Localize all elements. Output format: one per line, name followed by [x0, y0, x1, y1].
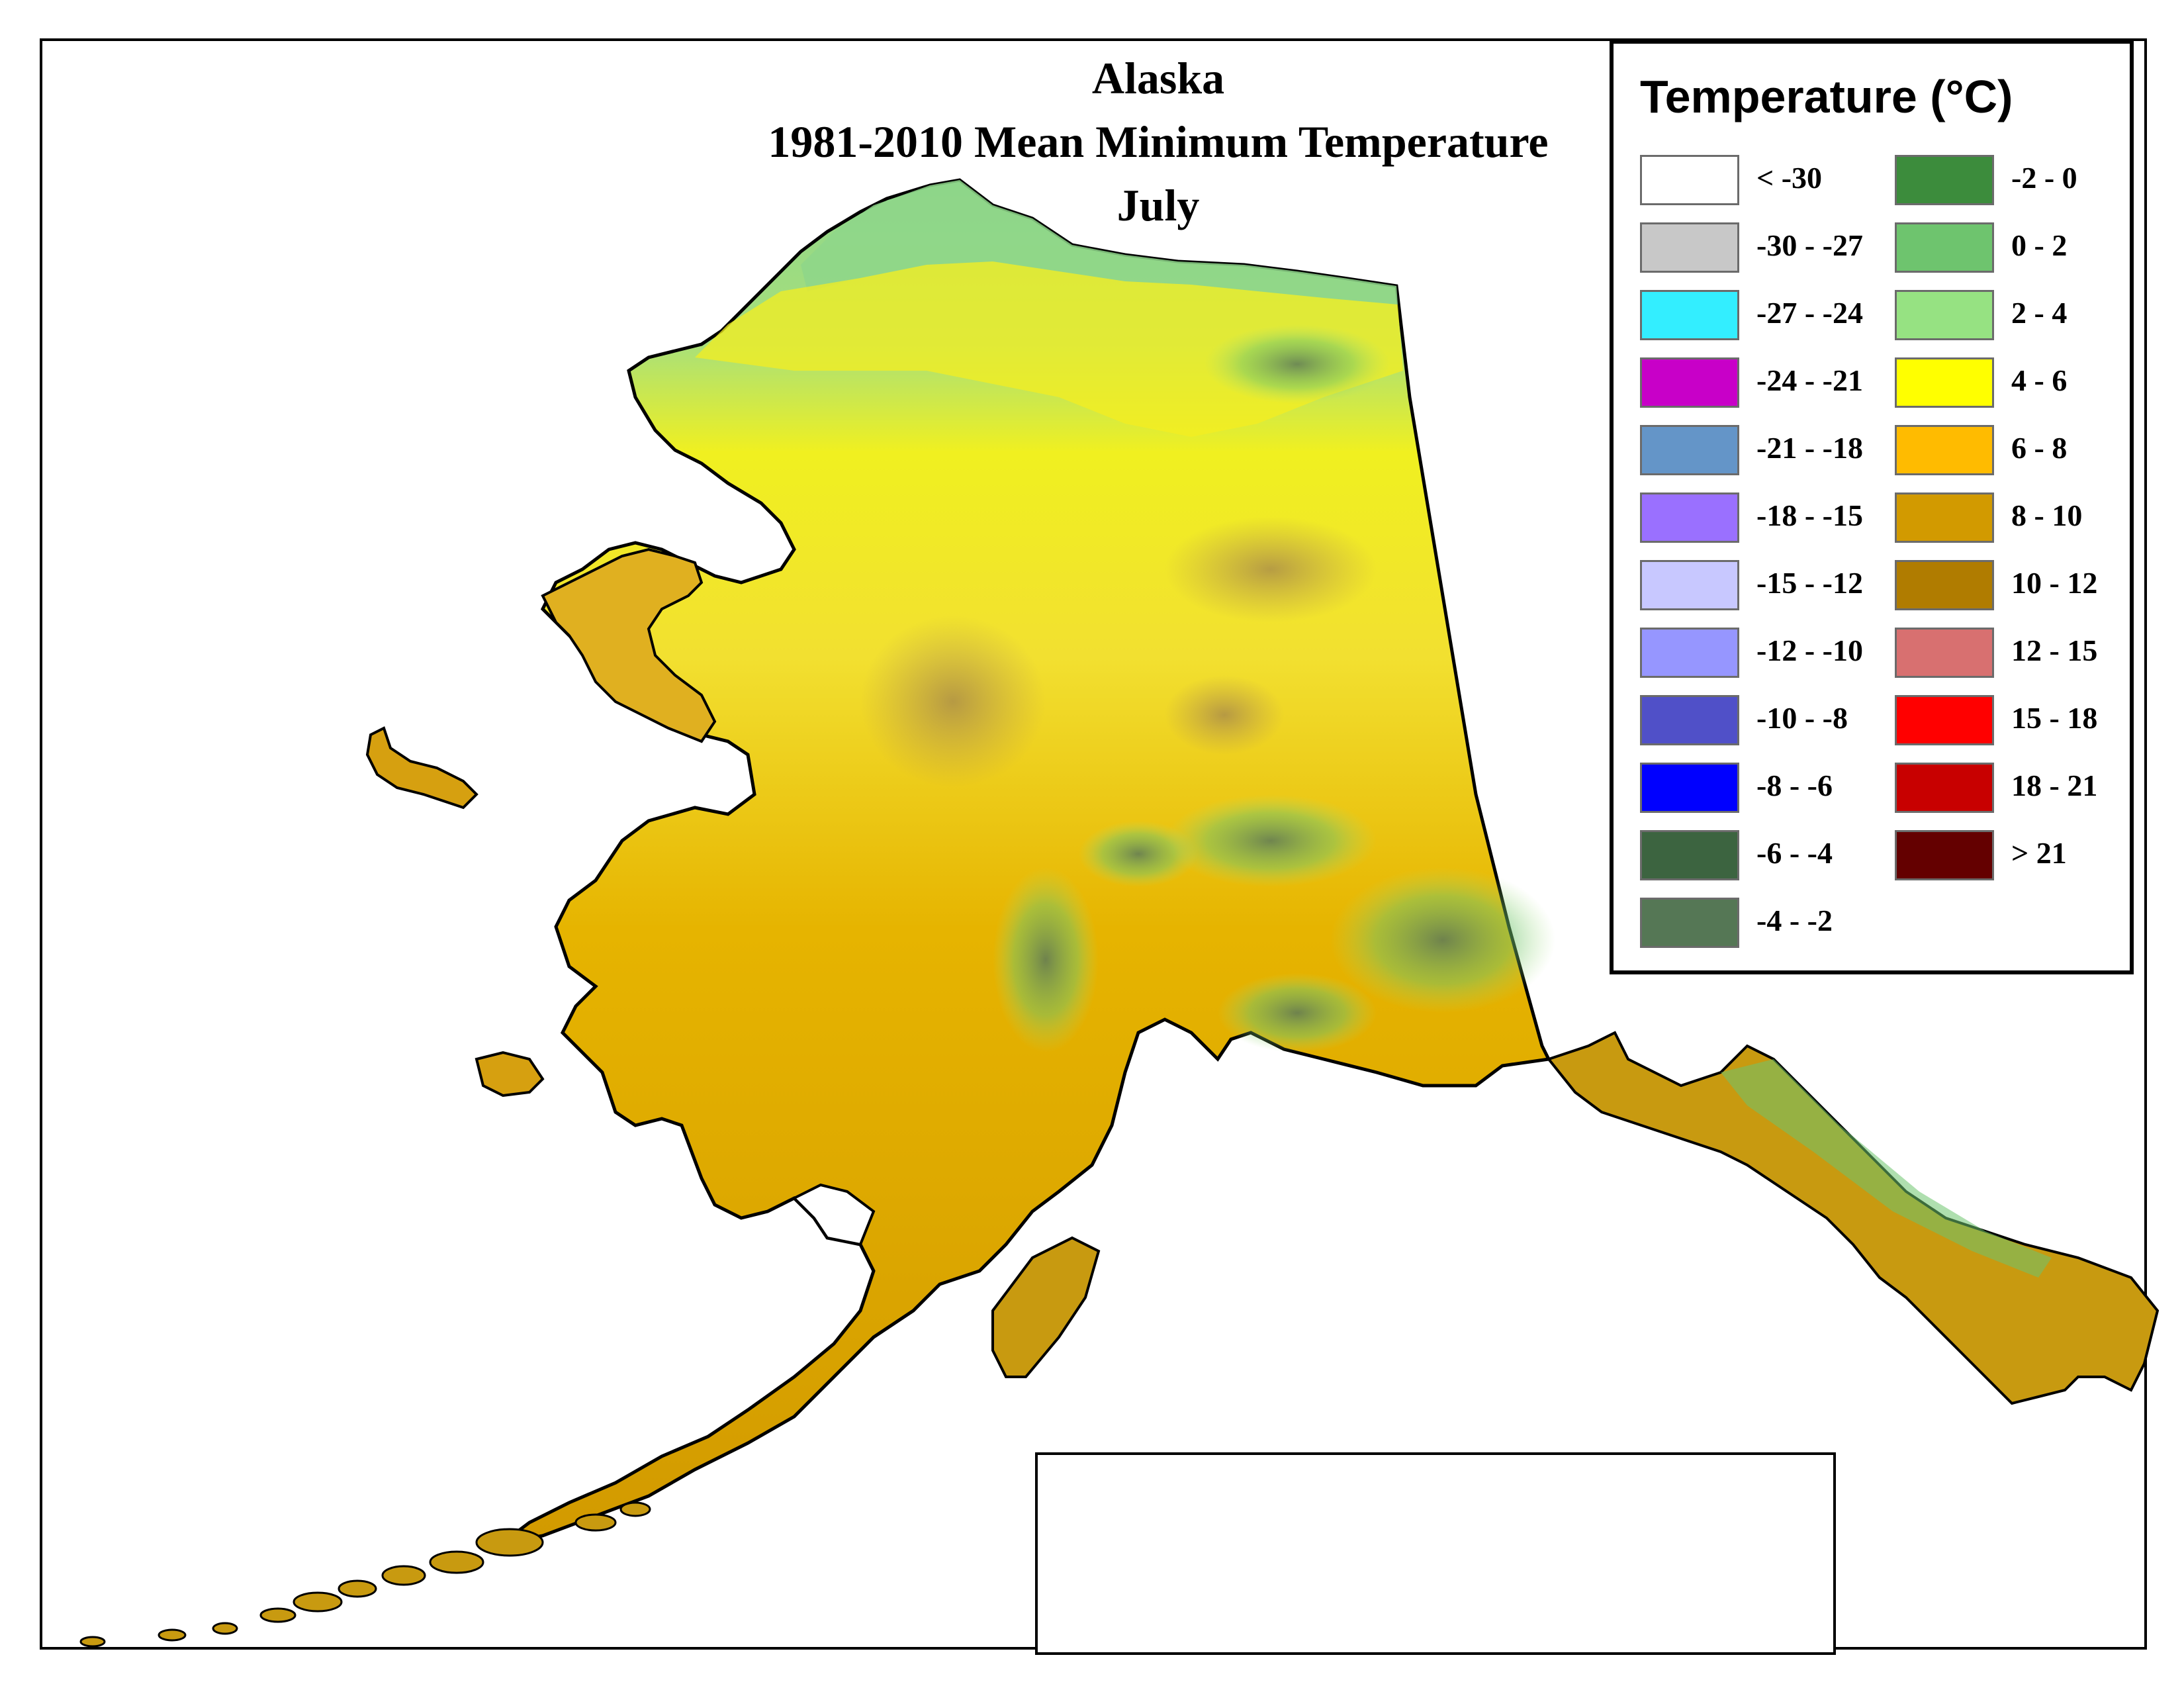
title-line-region: Alaska: [1091, 53, 1225, 103]
title-line-month: July: [1116, 180, 1200, 230]
nunivak-island: [475, 1051, 545, 1098]
legend-label: -6 - -4: [1756, 836, 1833, 870]
legend-label: 4 - 6: [2011, 363, 2068, 397]
legend-swatch: [1640, 425, 1739, 475]
legend-label: 0 - 2: [2011, 228, 2068, 262]
chugach-cool: [1218, 973, 1377, 1053]
kodiak-island: [991, 1236, 1101, 1378]
legend-label: -21 - -18: [1756, 431, 1863, 465]
legend-swatch: [1895, 763, 1994, 813]
legend-swatch: [1640, 492, 1739, 543]
temperature-legend: Temperature (°C) < -30 -30 - -27 -27 - -24…: [1610, 40, 2134, 974]
aleutian-range-cool: [993, 867, 1099, 1053]
legend-title: Temperature (°C): [1640, 71, 2013, 122]
legend-swatch: [1895, 560, 1994, 610]
interior-warm-patch-2: [860, 616, 1046, 788]
legend-label: 10 - 12: [2011, 566, 2098, 600]
legend-swatch: [1640, 222, 1739, 273]
legend-swatch: [1895, 830, 1994, 880]
legend-swatch: [1895, 492, 1994, 543]
inset-box: [1035, 1452, 1836, 1655]
legend-label: -8 - -6: [1756, 769, 1833, 802]
legend-label: 6 - 8: [2011, 431, 2068, 465]
wrangell-cool: [1330, 867, 1555, 1013]
legend-label: -2 - 0: [2011, 161, 2077, 195]
legend-swatch: [1640, 628, 1739, 678]
legend-swatch: [1640, 155, 1739, 205]
legend-swatch: [1895, 425, 1994, 475]
brooks-range-cool: [1205, 324, 1390, 404]
legend-label: 15 - 18: [2011, 701, 2098, 735]
legend-swatch: [1640, 898, 1739, 948]
legend-swatch: [1895, 695, 1994, 745]
title-line-metric: 1981-2010 Mean Minimum Temperature: [768, 117, 1549, 167]
legend-swatch: [1895, 357, 1994, 408]
legend-label: -30 - -27: [1756, 228, 1863, 262]
legend-swatch: [1895, 222, 1994, 273]
legend-swatch: [1895, 155, 1994, 205]
st-lawrence-island: [365, 726, 478, 810]
legend-label: -27 - -24: [1756, 296, 1863, 330]
legend-label: -10 - -8: [1756, 701, 1848, 735]
legend-swatch: [1895, 290, 1994, 340]
map-title: Alaska 1981-2010 Mean Minimum Temperatur…: [662, 46, 1655, 237]
legend-swatch: [1640, 695, 1739, 745]
legend-label: > 21: [2011, 836, 2067, 870]
legend-swatch: [1895, 628, 1994, 678]
interior-warm-patch-3: [1165, 675, 1284, 755]
north-slope-cool-band: [801, 180, 1398, 305]
legend-swatch: [1640, 830, 1739, 880]
alaska-range-cool-2: [1165, 794, 1377, 887]
legend-swatch: [1640, 357, 1739, 408]
legend-label: -15 - -12: [1756, 566, 1863, 600]
legend-label: -18 - -15: [1756, 498, 1863, 532]
legend-swatch: [1640, 763, 1739, 813]
legend-label: 12 - 15: [2011, 633, 2098, 667]
seward-peninsula: [541, 547, 717, 743]
legend-label: 18 - 21: [2011, 769, 2098, 802]
legend-label: -4 - -2: [1756, 904, 1833, 937]
bristol-bay: [792, 1183, 876, 1246]
legend-swatch: [1640, 560, 1739, 610]
panhandle-cool-mountains: [1721, 1059, 2052, 1278]
north-yellow-band: [695, 261, 1403, 437]
southeast-panhandle: [1546, 1031, 2160, 1405]
legend-label: -24 - -21: [1756, 363, 1863, 397]
legend-label: 2 - 4: [2011, 296, 2068, 330]
legend-label: < -30: [1756, 161, 1823, 195]
legend-swatch: [1640, 290, 1739, 340]
legend-label: 8 - 10: [2011, 498, 2083, 532]
legend-label: -12 - -10: [1756, 633, 1863, 667]
aleutian-islands: [79, 1501, 651, 1648]
interior-warm-patch-1: [1165, 516, 1377, 622]
